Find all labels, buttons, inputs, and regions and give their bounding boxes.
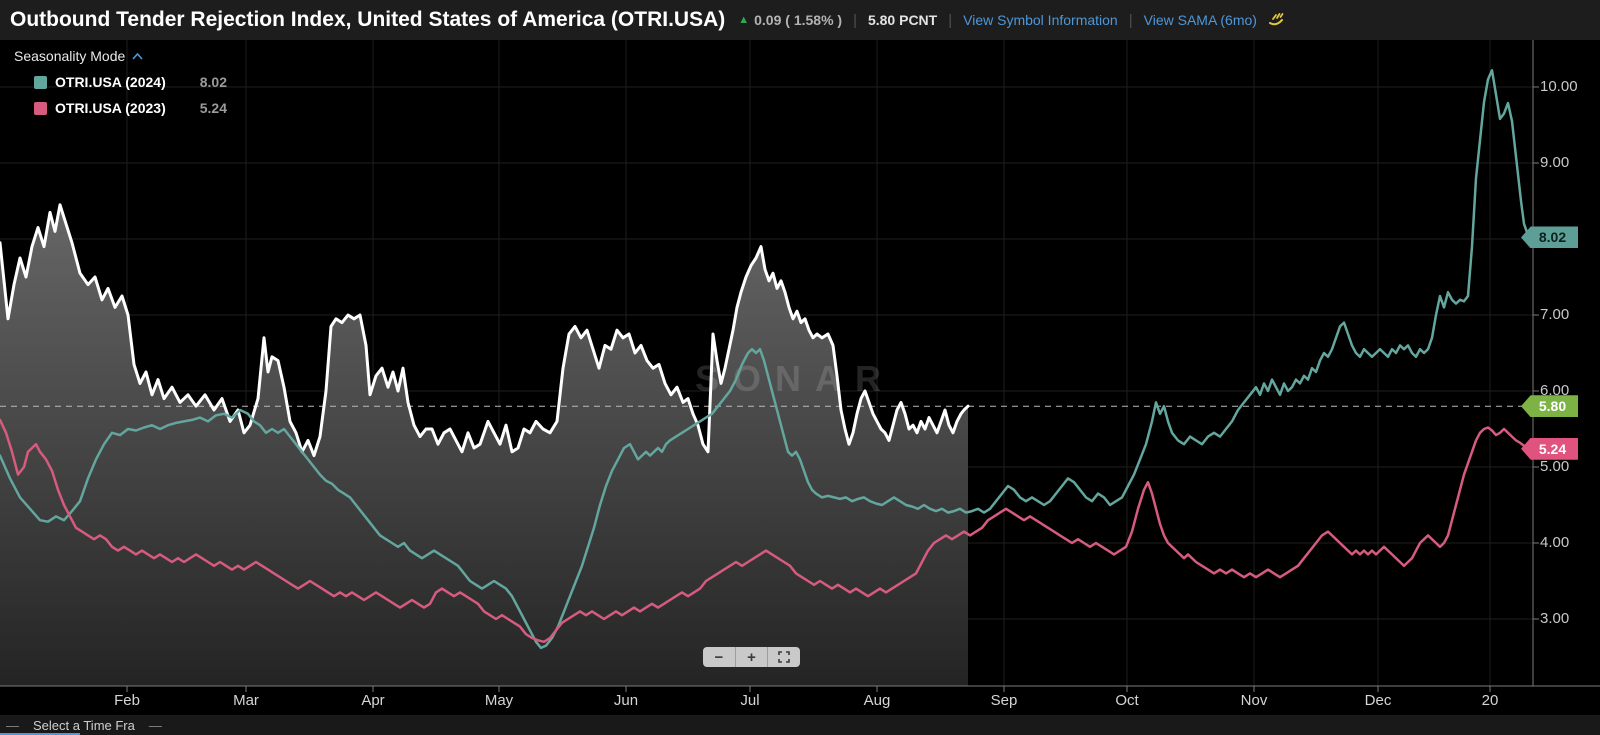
area-fill — [0, 204, 968, 687]
series-lines — [0, 69, 1533, 650]
y-axis-label: 5.00 — [1540, 458, 1570, 475]
legend-value: 8.02 — [199, 74, 227, 90]
legend-swatch — [34, 101, 47, 115]
x-axis-label: Oct — [1115, 692, 1139, 709]
price-tag-5.80: 5.80 — [1521, 395, 1578, 418]
x-axis-label: Mar — [233, 692, 259, 709]
x-axis-label: Jun — [613, 692, 639, 709]
header-bar: Outbound Tender Rejection Index, United … — [0, 0, 1600, 40]
legend-label: OTRI.USA (2023) — [55, 100, 166, 116]
expand-icon — [778, 651, 790, 663]
series-line-1 — [0, 69, 1533, 650]
separator: | — [853, 11, 857, 29]
view-sama-link[interactable]: View SAMA (6mo) — [1143, 12, 1257, 28]
footer-dash: — — [148, 718, 162, 733]
view-symbol-information-link[interactable]: View Symbol Information — [963, 12, 1118, 28]
seasonality-mode-label: Seasonality Mode — [14, 48, 126, 64]
x-axis-label: Jul — [740, 692, 760, 709]
legend: Seasonality Mode OTRI.USA (2024) 8.02 OTRI… — [14, 48, 227, 116]
x-axis-label: Feb — [114, 692, 140, 709]
hand-chart-icon — [1268, 10, 1285, 31]
last-value-pcnt: 5.80 PCNT — [867, 12, 938, 28]
fullscreen-button[interactable] — [767, 647, 800, 667]
y-axis-label: 9.00 — [1540, 154, 1570, 171]
y-axis-label: 10.00 — [1540, 78, 1578, 95]
y-axis-label: 6.00 — [1540, 382, 1570, 399]
legend-label: OTRI.USA (2024) — [55, 74, 166, 90]
chevron-up-icon — [132, 52, 143, 60]
x-axis-label: May — [484, 692, 514, 709]
price-change: ▲ 0.09 ( 1.58% ) — [738, 12, 842, 28]
separator: | — [948, 11, 953, 29]
footer-bar: — Select a Time Fra — — [0, 715, 1600, 735]
price-tag-5.24: 5.24 — [1521, 437, 1578, 460]
seasonality-mode-toggle[interactable]: Seasonality Mode — [14, 48, 227, 64]
legend-value: 5.24 — [199, 100, 227, 116]
select-time-frame[interactable]: Select a Time Fra — [33, 718, 135, 733]
up-arrow-icon: ▲ — [738, 13, 750, 26]
active-tab-indicator — [0, 733, 80, 735]
zoom-out-button[interactable]: − — [714, 648, 724, 666]
price-tag-8.02: 8.02 — [1521, 226, 1578, 249]
zoom-in-button[interactable]: + — [734, 647, 768, 667]
x-axis-label: Dec — [1364, 692, 1392, 709]
main-series-area — [0, 204, 968, 687]
separator: | — [1128, 11, 1133, 29]
legend-item-2024[interactable]: OTRI.USA (2024) 8.02 — [34, 74, 227, 90]
x-axis-label: Sep — [990, 692, 1018, 709]
page-title: Outbound Tender Rejection Index, United … — [10, 8, 726, 31]
y-axis-label: 4.00 — [1540, 534, 1570, 551]
y-axis-label: 7.00 — [1540, 306, 1570, 323]
x-axis-label: Aug — [863, 692, 891, 709]
y-axis-label: 3.00 — [1540, 610, 1570, 627]
legend-swatch — [34, 75, 47, 89]
footer-dash: — — [6, 718, 19, 733]
x-axis-label: Apr — [361, 692, 385, 709]
chart-zoom-controls: − + — [703, 647, 800, 667]
axis-lines — [0, 40, 1600, 692]
x-axis-label: 20 — [1481, 692, 1499, 709]
change-value: 0.09 ( 1.58% ) — [754, 12, 843, 28]
series-line-0 — [0, 203, 970, 458]
legend-item-2023[interactable]: OTRI.USA (2023) 5.24 — [34, 100, 227, 116]
x-axis-label: Nov — [1240, 692, 1268, 709]
series-line-2 — [0, 418, 1533, 644]
